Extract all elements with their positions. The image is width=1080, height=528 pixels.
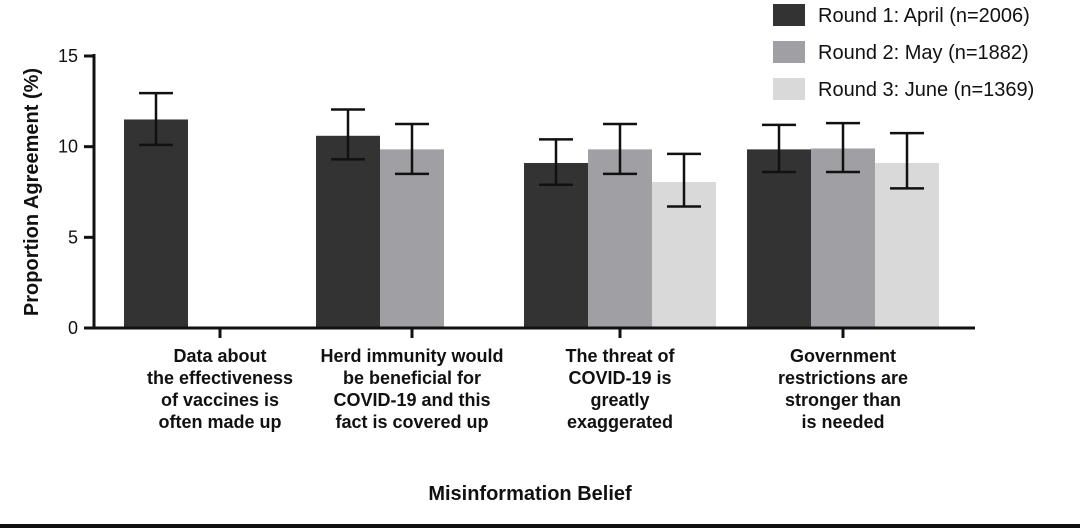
- category-label-line: restrictions are: [778, 368, 908, 388]
- category-label: Data about the effectiveness of vaccines i…: [147, 346, 293, 432]
- category-label-line: Data about: [173, 346, 266, 366]
- bar-series1-cat4: [747, 149, 811, 328]
- category-label-line: often made up: [158, 412, 281, 432]
- error-bar-series2-cat4: [826, 121, 860, 174]
- legend-swatch-series3: [773, 78, 805, 100]
- y-tick-label: 10: [58, 137, 78, 157]
- legend-label-series3: Round 3: June (n=1369): [818, 79, 1034, 101]
- axes-group: 0 5 10 15: [58, 46, 975, 338]
- error-bars-group: [139, 91, 924, 208]
- bottom-border: [0, 524, 1080, 528]
- legend-swatch-series2: [773, 41, 805, 63]
- y-tick-label: 5: [68, 227, 78, 247]
- category-label-line: of vaccines is: [161, 390, 279, 410]
- bars-group: [124, 119, 939, 328]
- x-axis-title: Misinformation Belief: [428, 483, 632, 505]
- y-tick-label: 0: [68, 318, 78, 338]
- category-label: Herd immunity would be beneficial for COVI…: [320, 346, 503, 432]
- error-bar-series1-cat3: [539, 138, 573, 186]
- error-bar-series1-cat2: [331, 108, 365, 161]
- error-bar-series2-cat2: [395, 122, 429, 176]
- error-bar-series3-cat4: [890, 131, 924, 190]
- legend-swatch-series1: [773, 4, 805, 26]
- category-label-line: exaggerated: [567, 412, 673, 432]
- error-bar-series1-cat1: [139, 91, 173, 147]
- category-label-line: Herd immunity would: [320, 346, 503, 366]
- category-label: The threat of COVID-19 is greatly exaggerat…: [565, 346, 675, 432]
- error-bar-series1-cat4: [762, 123, 796, 174]
- bar-series2-cat4: [811, 148, 875, 328]
- category-label-line: the effectiveness: [147, 368, 293, 388]
- category-labels: Data about the effectiveness of vaccines i…: [147, 346, 908, 432]
- error-bar-series3-cat3: [667, 152, 701, 208]
- bar-series2-cat2: [380, 149, 444, 328]
- category-label-line: fact is covered up: [335, 412, 488, 432]
- error-bar-series2-cat3: [603, 122, 637, 176]
- category-label-line: COVID-19 and this: [333, 390, 490, 410]
- category-label-line: stronger than: [785, 390, 901, 410]
- legend: Round 1: April (n=2006) Round 2: May (n=1…: [773, 4, 1034, 101]
- legend-label-series2: Round 2: May (n=1882): [818, 42, 1029, 64]
- y-axis-title: Proportion Agreement (%): [21, 68, 43, 316]
- bar-series1-cat1: [124, 119, 188, 328]
- category-label: Government restrictions are stronger than i…: [778, 346, 908, 432]
- bar-series1-cat3: [524, 162, 588, 328]
- category-label-line: is needed: [801, 412, 884, 432]
- category-label-line: COVID-19 is: [568, 368, 671, 388]
- category-label-line: Government: [790, 346, 896, 366]
- bar-series2-cat3: [588, 149, 652, 328]
- category-label-line: greatly: [590, 390, 649, 410]
- legend-label-series1: Round 1: April (n=2006): [818, 5, 1030, 27]
- y-tick-label: 15: [58, 46, 78, 66]
- category-label-line: be beneficial for: [343, 368, 481, 388]
- category-label-line: The threat of: [565, 346, 675, 366]
- bar-series3-cat4: [875, 162, 939, 328]
- bar-series1-cat2: [316, 135, 380, 328]
